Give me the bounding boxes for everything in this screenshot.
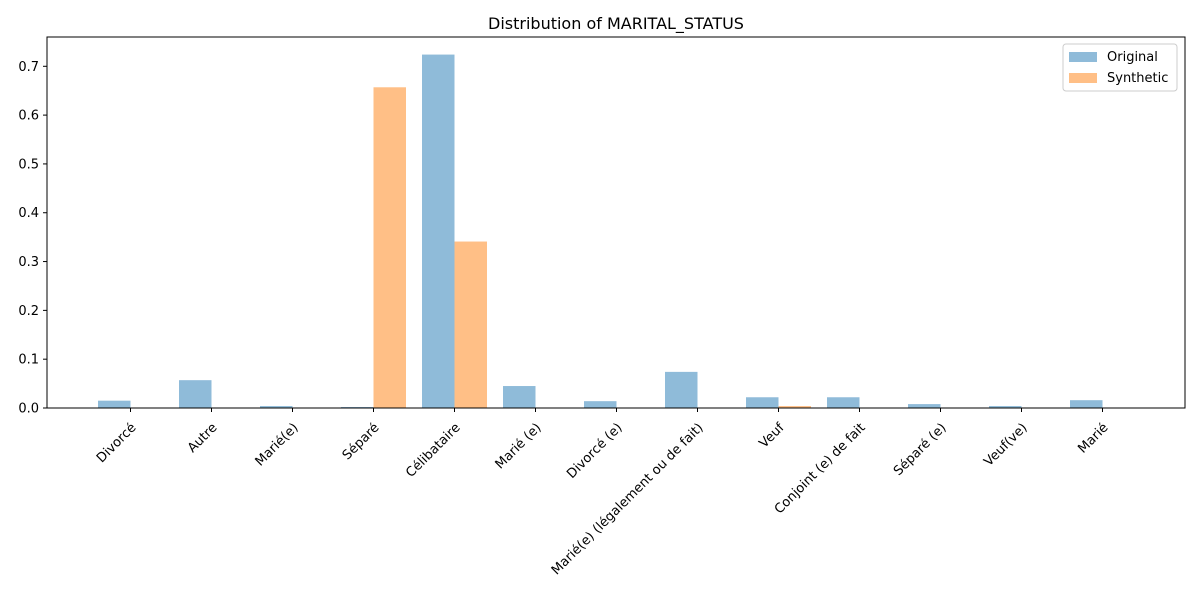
x-tick-label: Célibataire bbox=[403, 420, 463, 480]
y-tick-label: 0.1 bbox=[18, 353, 39, 368]
bar-original-6 bbox=[584, 401, 617, 408]
chart-title: Distribution of MARITAL_STATUS bbox=[488, 14, 744, 34]
bar-original-9 bbox=[827, 397, 860, 408]
bar-original-12 bbox=[1070, 400, 1103, 408]
y-tick-label: 0.0 bbox=[18, 402, 39, 417]
bar-synthetic-4 bbox=[454, 241, 487, 408]
bar-synthetic-3 bbox=[373, 87, 406, 408]
bar-original-1 bbox=[179, 380, 212, 408]
y-axis: 0.0 0.1 0.2 0.3 0.4 0.5 0.6 0.7 bbox=[18, 60, 47, 417]
bar-original-5 bbox=[503, 386, 536, 408]
x-tick-label: Marié bbox=[1075, 420, 1111, 456]
bar-original-7 bbox=[665, 371, 698, 408]
x-tick-label: Autre bbox=[185, 420, 221, 456]
x-tick-label: Divorcé bbox=[94, 420, 140, 466]
legend-swatch-original bbox=[1069, 52, 1097, 62]
bar-original-10 bbox=[908, 404, 941, 408]
x-tick-label: Divorcé (e) bbox=[564, 420, 625, 481]
bar-original-8 bbox=[746, 397, 779, 408]
legend-label-original: Original bbox=[1107, 50, 1158, 65]
x-tick-label: Séparé (e) bbox=[891, 420, 950, 479]
legend-label-synthetic: Synthetic bbox=[1107, 71, 1168, 86]
plot-frame bbox=[46, 36, 1186, 409]
legend-swatch-synthetic bbox=[1069, 73, 1097, 83]
x-tick-label: Séparé bbox=[340, 420, 383, 463]
bar-original-2 bbox=[260, 406, 293, 408]
bar-original-0 bbox=[98, 400, 131, 408]
y-tick-label: 0.6 bbox=[18, 109, 39, 124]
x-tick-label: Marié(e) bbox=[253, 420, 302, 469]
y-tick-label: 0.4 bbox=[18, 206, 39, 221]
y-tick-label: 0.3 bbox=[18, 255, 39, 270]
y-tick-label: 0.7 bbox=[18, 60, 39, 75]
legend: Original Synthetic bbox=[1062, 43, 1178, 92]
bar-original-4 bbox=[422, 54, 455, 409]
y-tick-label: 0.5 bbox=[18, 157, 39, 172]
bar-original-11 bbox=[989, 406, 1022, 408]
bar-synthetic-8 bbox=[778, 406, 811, 408]
x-tick-label: Veuf bbox=[757, 420, 788, 451]
y-tick-label: 0.2 bbox=[18, 304, 39, 319]
x-axis: Divorcé Autre Marié(e) Séparé Célibataire Mar… bbox=[94, 408, 1112, 578]
x-tick-label: Conjoint (e) de fait bbox=[772, 420, 869, 517]
x-tick-label: Marié (e) bbox=[493, 420, 545, 472]
bars-group bbox=[98, 54, 1103, 409]
x-tick-label: Veuf(ve) bbox=[981, 420, 1030, 469]
x-tick-label: Marié(e) (légalement ou de fait) bbox=[549, 420, 707, 578]
